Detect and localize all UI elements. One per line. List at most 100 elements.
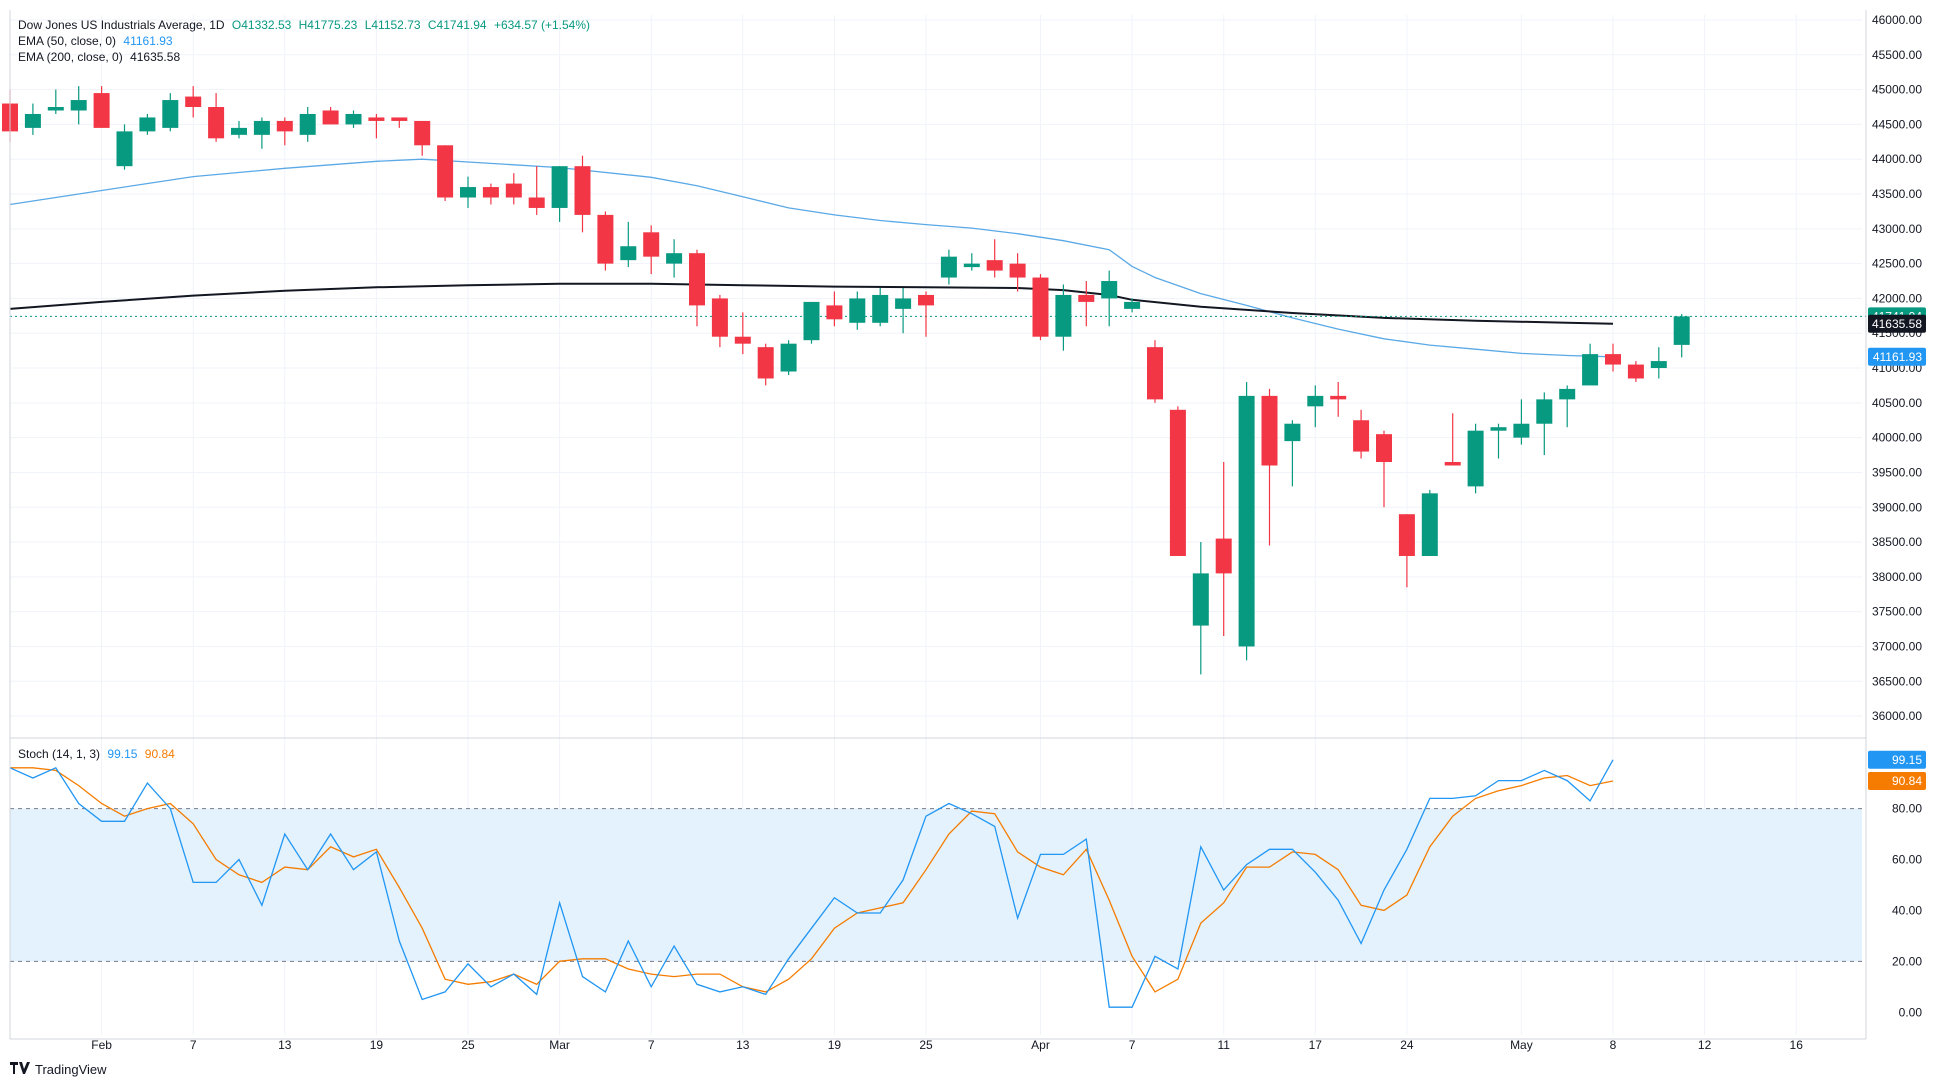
candle-body — [643, 232, 660, 257]
candle-body — [1330, 395, 1347, 400]
stoch-d-value: 90.84 — [144, 747, 175, 761]
candle-body — [1398, 514, 1415, 556]
candle-body — [1078, 294, 1095, 302]
candle-body — [1536, 399, 1553, 424]
stochastic-lines — [9, 759, 1614, 1008]
candle-body — [1055, 294, 1072, 337]
candle-body — [803, 301, 820, 341]
candle-body — [1444, 462, 1461, 466]
candle-body — [24, 113, 41, 128]
ema50-tag: 41161.93 — [1873, 350, 1922, 364]
candle-body — [826, 305, 843, 320]
candle-body — [849, 298, 866, 323]
price-tick-label: 37500.00 — [1872, 605, 1922, 619]
price-tick-label: 38500.00 — [1872, 535, 1922, 549]
candle-body — [276, 120, 293, 132]
candle-body — [895, 298, 912, 309]
candle-body — [1467, 430, 1484, 487]
ema200-value: 41635.58 — [130, 50, 181, 64]
price-legend: Dow Jones US Industrials Average, 1D O41… — [18, 17, 594, 65]
price-tick-label: 44500.00 — [1872, 117, 1922, 131]
candle-body — [70, 100, 87, 111]
ema50-line — [9, 158, 1614, 358]
time-tick-label: 19 — [828, 1038, 842, 1052]
stoch-tick-label: 0.00 — [1899, 1005, 1923, 1019]
stoch-k-value: 99.15 — [107, 747, 138, 761]
time-tick-label: 11 — [1217, 1038, 1230, 1052]
candle-body — [391, 117, 408, 121]
ema-lines — [9, 158, 1866, 358]
ema50-value: 41161.93 — [123, 34, 173, 48]
candle-body — [1627, 364, 1644, 379]
candle-body — [1673, 316, 1690, 345]
tradingview-brand[interactable]: TradingView — [10, 1061, 107, 1077]
candle-body — [757, 347, 774, 379]
candle-body — [1490, 427, 1507, 431]
candle-body — [368, 117, 385, 121]
candle-body — [139, 117, 156, 132]
candle-body — [93, 93, 110, 128]
time-tick-label: 7 — [648, 1038, 655, 1052]
time-tick-label: 17 — [1309, 1038, 1323, 1052]
time-tick-label: 16 — [1790, 1038, 1804, 1052]
candle-body — [482, 187, 499, 198]
candle-body — [1192, 573, 1209, 626]
candle-body — [666, 253, 683, 264]
stoch-d-tag-bg — [1868, 771, 1926, 790]
candle-body — [47, 107, 64, 111]
candle-body — [918, 294, 934, 306]
ema200-label: EMA (200, close, 0) — [18, 50, 123, 64]
stoch-k-line — [9, 759, 1614, 1008]
ema200-tag-bg — [1868, 314, 1926, 333]
open-value: O41332.53 — [231, 18, 292, 32]
candle-body — [162, 100, 179, 128]
time-tick-label: Mar — [549, 1038, 570, 1052]
time-tick-label: 25 — [461, 1038, 475, 1052]
high-value: H41775.23 — [298, 18, 358, 32]
price-tick-label: 36000.00 — [1872, 709, 1922, 723]
candle-body — [940, 256, 957, 278]
tradingview-logo-icon — [10, 1061, 30, 1077]
candle-body — [1559, 388, 1576, 400]
stoch-tick-label: 80.00 — [1892, 802, 1922, 816]
legend-row-ema200: EMA (200, close, 0) 41635.58 — [18, 49, 594, 65]
stoch-zone-band — [10, 808, 1862, 962]
candle-body — [299, 113, 316, 135]
price-tick-label: 42000.00 — [1872, 291, 1922, 305]
candle-body — [1353, 420, 1370, 452]
price-tick-label: 42500.00 — [1872, 257, 1922, 271]
time-tick-label: Feb — [91, 1038, 112, 1052]
candle-body — [116, 131, 133, 167]
candle-body — [780, 343, 797, 372]
price-tick-label: 38000.00 — [1872, 570, 1922, 584]
candle-body — [1238, 395, 1255, 647]
candle-body — [1261, 395, 1278, 466]
candle-body — [620, 246, 637, 261]
candle-body — [345, 113, 362, 125]
time-tick-label: 19 — [370, 1038, 384, 1052]
price-tick-label: 44000.00 — [1872, 152, 1922, 166]
candle-body — [1032, 277, 1049, 337]
candle-body — [414, 120, 431, 146]
stoch-tick-label: 60.00 — [1892, 852, 1922, 866]
candle-body — [711, 298, 728, 337]
ema50-tag-bg — [1868, 347, 1926, 366]
candle-body — [208, 107, 225, 139]
price-tick-label: 37000.00 — [1872, 639, 1922, 653]
candle-body — [963, 263, 980, 268]
stoch-label: Stoch (14, 1, 3) — [18, 747, 101, 761]
price-tick-label: 40000.00 — [1872, 431, 1922, 445]
close-value: C41741.94 — [427, 18, 487, 32]
candle-body — [986, 260, 1003, 271]
time-tick-label: May — [1510, 1038, 1533, 1052]
change-value: +634.57 (+1.54%) — [493, 18, 591, 32]
price-tick-label: 39500.00 — [1872, 465, 1922, 479]
candle-body — [689, 253, 705, 306]
candles — [2, 86, 1690, 675]
time-tick-label: 24 — [1400, 1038, 1414, 1052]
low-value: L41152.73 — [364, 18, 421, 32]
price-tick-label: 46000.00 — [1872, 13, 1922, 27]
stoch-legend: Stoch (14, 1, 3) 99.15 90.84 — [18, 746, 179, 762]
candle-body — [1009, 263, 1026, 278]
